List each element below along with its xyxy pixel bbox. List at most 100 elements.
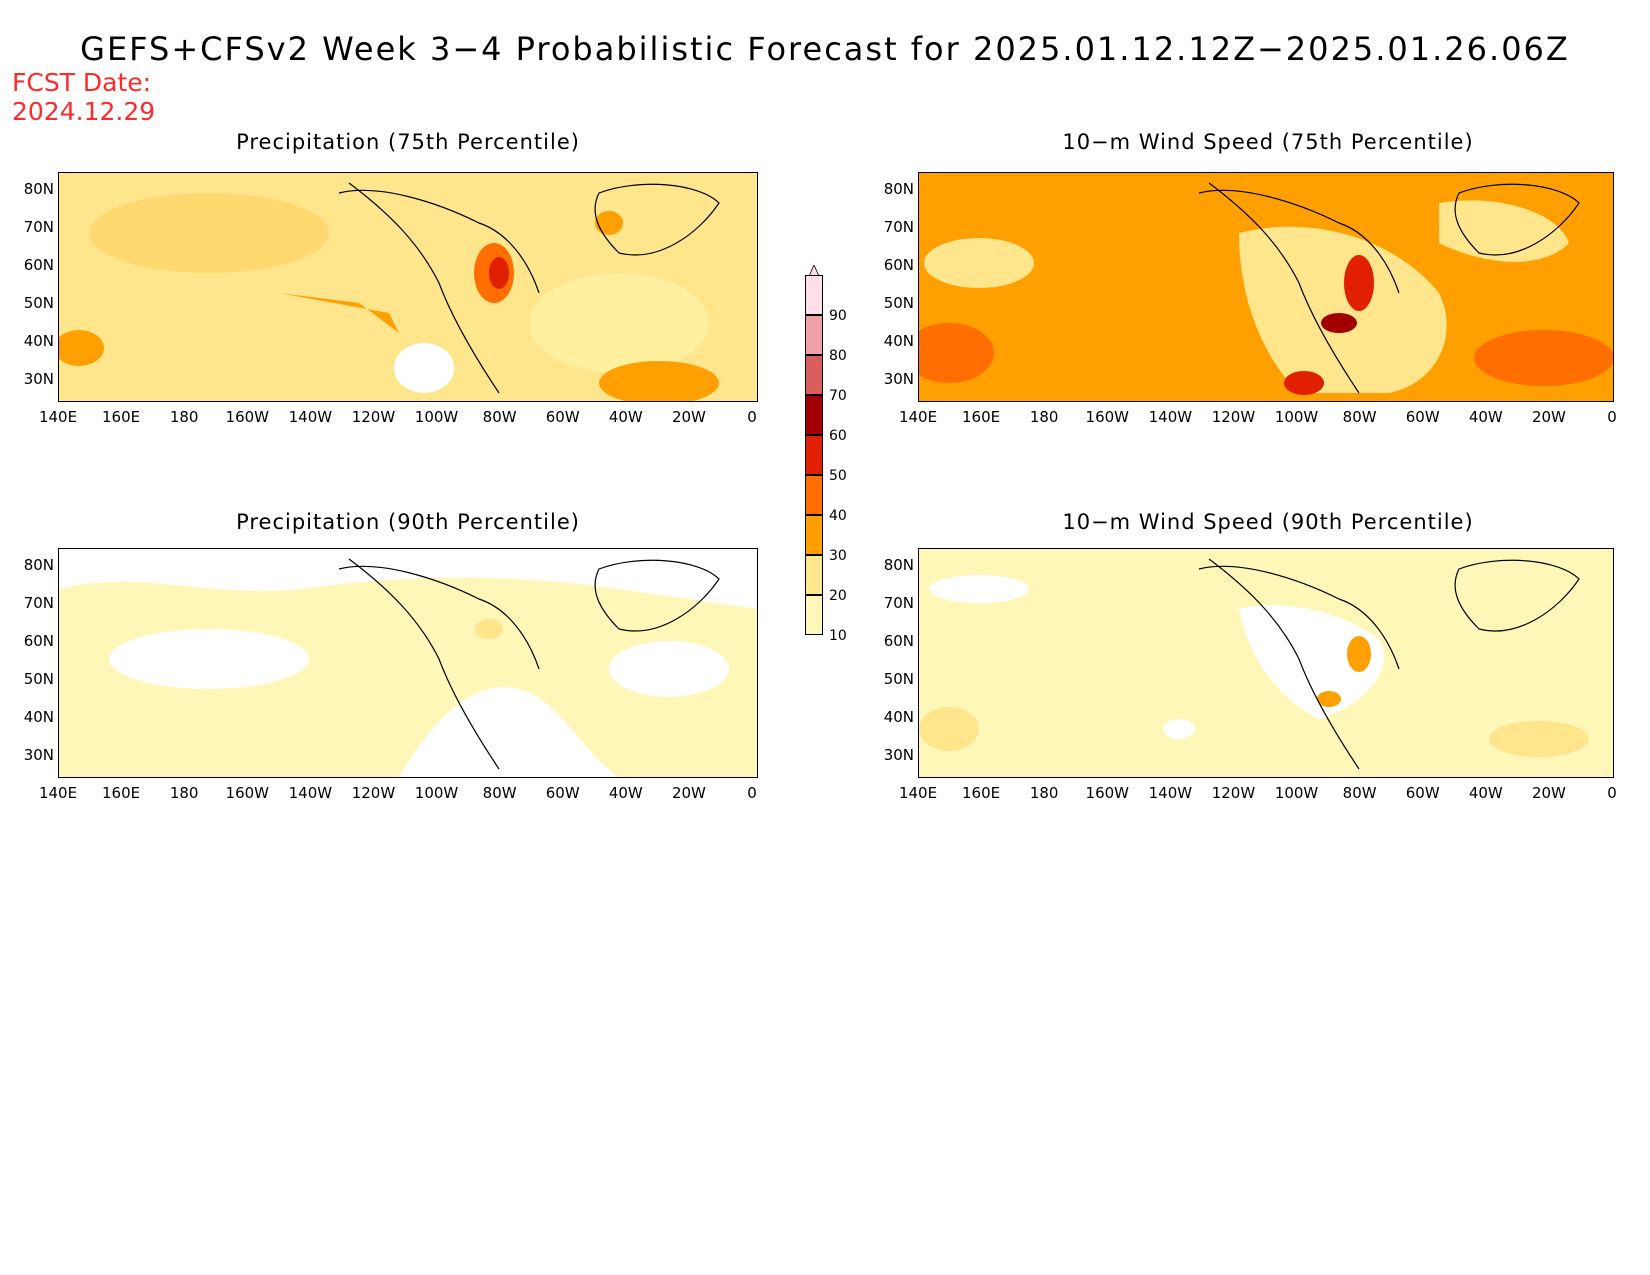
- lon-label: 60W: [1405, 784, 1440, 802]
- lon-label: 180: [169, 408, 199, 426]
- map-precip-75: [58, 172, 758, 402]
- lat-label: 60N: [23, 256, 54, 274]
- lon-label: 120W: [351, 408, 396, 426]
- lat-label: 40N: [883, 708, 914, 726]
- colorbar-label: 30: [829, 548, 847, 564]
- lon-label: 100W: [1274, 408, 1319, 426]
- lon-label: 160E: [102, 408, 141, 426]
- lon-label: 120W: [1211, 408, 1256, 426]
- lon-label: 180: [1029, 408, 1059, 426]
- colorbar-label: 10: [829, 628, 847, 644]
- lon-label: 160E: [102, 784, 141, 802]
- lat-label: 30N: [883, 370, 914, 388]
- lat-label: 70N: [23, 218, 54, 236]
- lon-label: 160W: [1085, 784, 1129, 802]
- lon-label: 80W: [1342, 784, 1377, 802]
- lon-label: 100W: [1274, 784, 1319, 802]
- lon-label: 0: [747, 784, 757, 802]
- colorbar-swatch: [805, 275, 823, 315]
- lon-label: 80W: [1342, 408, 1377, 426]
- lat-label: 50N: [883, 294, 914, 312]
- panel-wind-90: 10−m Wind Speed (90th Percentile): [918, 510, 1614, 778]
- map-wind-90: [918, 548, 1614, 778]
- lat-label: 40N: [23, 332, 54, 350]
- lat-label: 70N: [883, 218, 914, 236]
- lat-label: 40N: [23, 708, 54, 726]
- lon-label: 140E: [898, 784, 938, 802]
- lat-label: 60N: [23, 632, 54, 650]
- colorbar-label: 70: [829, 388, 847, 404]
- map-fill: [59, 182, 720, 401]
- lon-label: 140W: [1148, 408, 1193, 426]
- lon-label: 0: [1607, 784, 1617, 802]
- colorbar-swatch: [805, 595, 823, 635]
- lon-label: 140E: [898, 408, 938, 426]
- panel-title: Precipitation (75th Percentile): [236, 130, 580, 154]
- lat-label: 40N: [883, 332, 914, 350]
- lat-label: 60N: [883, 256, 914, 274]
- lon-label: 0: [1607, 408, 1617, 426]
- colorbar-swatch: [805, 435, 823, 475]
- colorbar-label: 50: [829, 468, 847, 484]
- map-precip-90: [58, 548, 758, 778]
- colorbar-label: 60: [829, 428, 847, 444]
- lat-label: 30N: [883, 746, 914, 764]
- colorbar-label: 90: [829, 308, 847, 324]
- colorbar-label: 40: [829, 508, 847, 524]
- lon-label: 80W: [482, 408, 517, 426]
- lon-label: 40W: [1468, 784, 1503, 802]
- lon-label: 0: [747, 408, 757, 426]
- colorbar-label: 20: [829, 588, 847, 604]
- lat-label: 80N: [23, 180, 54, 198]
- panel-title: Precipitation (90th Percentile): [236, 510, 580, 534]
- lon-label: 140E: [38, 784, 78, 802]
- lat-label: 30N: [23, 370, 54, 388]
- lat-label: 80N: [883, 556, 914, 574]
- lon-label: 180: [169, 784, 199, 802]
- lat-label: 60N: [883, 632, 914, 650]
- panel-title: 10−m Wind Speed (90th Percentile): [1062, 510, 1474, 534]
- lon-label: 160W: [1085, 408, 1129, 426]
- lon-label: 40W: [608, 784, 643, 802]
- map-fill: [919, 182, 1613, 395]
- lon-label: 160W: [225, 408, 269, 426]
- lon-label: 20W: [671, 784, 706, 802]
- map-wind-75: [918, 172, 1614, 402]
- colorbar-swatch: [805, 475, 823, 515]
- map-fill: [919, 558, 1589, 770]
- lat-label: 80N: [883, 180, 914, 198]
- colorbar-swatch: [805, 315, 823, 355]
- forecast-date: FCST Date: 2024.12.29: [12, 68, 155, 126]
- lon-label: 140W: [1148, 784, 1193, 802]
- lat-label: 70N: [23, 594, 54, 612]
- lon-label: 60W: [1405, 408, 1440, 426]
- lon-label: 160E: [962, 784, 1001, 802]
- lon-label: 160E: [962, 408, 1001, 426]
- lat-label: 80N: [23, 556, 54, 574]
- lon-label: 180: [1029, 784, 1059, 802]
- lat-label: 30N: [23, 746, 54, 764]
- lon-label: 100W: [414, 784, 459, 802]
- forecast-date-label: FCST Date:: [12, 68, 152, 97]
- colorbar-swatch: [805, 395, 823, 435]
- lon-label: 120W: [1211, 784, 1256, 802]
- forecast-date-value: 2024.12.29: [12, 97, 156, 126]
- colorbar-label: 80: [829, 348, 847, 364]
- lon-label: 140E: [38, 408, 78, 426]
- lon-label: 60W: [545, 408, 580, 426]
- lon-label: 40W: [1468, 408, 1503, 426]
- colorbar-swatch: [805, 555, 823, 595]
- panel-wind-75: 10−m Wind Speed (75th Percentile): [0, 0, 1650, 420]
- lon-label: 140W: [288, 784, 333, 802]
- lon-label: 120W: [351, 784, 396, 802]
- panel-title: 10−m Wind Speed (75th Percentile): [1062, 130, 1474, 154]
- lat-label: 50N: [883, 670, 914, 688]
- map-fill: [59, 558, 757, 777]
- main-title: GEFS+CFSv2 Week 3−4 Probabilistic Foreca…: [80, 30, 1570, 68]
- lon-label: 160W: [225, 784, 269, 802]
- lon-label: 80W: [482, 784, 517, 802]
- colorbar-swatch: [805, 515, 823, 555]
- lon-label: 20W: [1531, 408, 1566, 426]
- lon-label: 40W: [608, 408, 643, 426]
- lon-label: 20W: [671, 408, 706, 426]
